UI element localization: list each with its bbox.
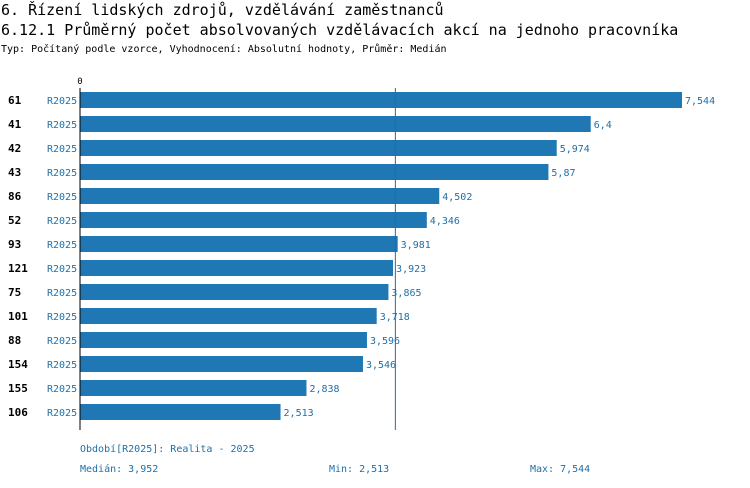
- series-label: R2025: [47, 216, 77, 227]
- bar: [80, 236, 398, 252]
- series-label: R2025: [47, 168, 77, 179]
- bar: [80, 116, 591, 132]
- category-label: 61: [8, 94, 22, 107]
- footer-median: Medián: 3,952: [80, 464, 159, 475]
- bar: [80, 164, 549, 180]
- bar: [80, 404, 281, 420]
- bar: [80, 332, 367, 348]
- bar: [80, 356, 363, 372]
- value-label: 4,346: [430, 216, 460, 227]
- footer-period: Období[R2025]: Realita - 2025: [80, 444, 255, 455]
- series-label: R2025: [47, 144, 77, 155]
- series-label: R2025: [47, 96, 77, 107]
- series-label: R2025: [47, 408, 77, 419]
- value-label: 6,4: [594, 120, 612, 131]
- series-label: R2025: [47, 360, 77, 371]
- value-label: 3,546: [366, 360, 396, 371]
- bar: [80, 380, 307, 396]
- footer-min: Min: 2,513: [329, 464, 390, 475]
- category-label: 42: [8, 142, 21, 155]
- category-label: 43: [8, 166, 21, 179]
- category-label: 86: [8, 190, 22, 203]
- footer-max: Max: 7,544: [530, 464, 591, 475]
- bar: [80, 212, 427, 228]
- value-label: 2,513: [284, 408, 314, 419]
- category-label: 88: [8, 334, 21, 347]
- category-label: 93: [8, 238, 21, 251]
- category-label: 106: [8, 406, 28, 419]
- category-label: 41: [8, 118, 22, 131]
- category-label: 101: [8, 310, 28, 323]
- bar: [80, 260, 394, 276]
- value-label: 3,865: [391, 288, 421, 299]
- value-label: 2,838: [309, 384, 339, 395]
- chart-title: 6.12.1 Průměrný počet absolvovaných vzdě…: [1, 21, 679, 39]
- bar: [80, 140, 557, 156]
- bar: [80, 284, 389, 300]
- series-label: R2025: [47, 120, 77, 131]
- value-label: 3,596: [370, 336, 400, 347]
- bar: [80, 188, 440, 204]
- series-label: R2025: [47, 336, 77, 347]
- series-label: R2025: [47, 288, 77, 299]
- value-label: 3,718: [380, 312, 410, 323]
- category-label: 155: [8, 382, 28, 395]
- bar: [80, 92, 682, 108]
- axis-zero-label: 0: [77, 77, 82, 87]
- value-label: 3,981: [401, 240, 431, 251]
- value-label: 3,923: [396, 264, 426, 275]
- value-label: 4,502: [442, 192, 472, 203]
- series-label: R2025: [47, 384, 77, 395]
- series-label: R2025: [47, 240, 77, 251]
- series-label: R2025: [47, 264, 77, 275]
- category-label: 75: [8, 286, 21, 299]
- category-label: 52: [8, 214, 21, 227]
- chart-subtitle: Typ: Počítaný podle vzorce, Vyhodnocení:…: [1, 44, 447, 55]
- value-label: 7,544: [685, 96, 715, 107]
- section-title: 6. Řízení lidských zdrojů, vzdělávání za…: [1, 1, 444, 19]
- category-label: 121: [8, 262, 28, 275]
- series-label: R2025: [47, 192, 77, 203]
- series-label: R2025: [47, 312, 77, 323]
- category-label: 154: [8, 358, 28, 371]
- bar: [80, 308, 377, 324]
- value-label: 5,87: [551, 168, 575, 179]
- value-label: 5,974: [560, 144, 590, 155]
